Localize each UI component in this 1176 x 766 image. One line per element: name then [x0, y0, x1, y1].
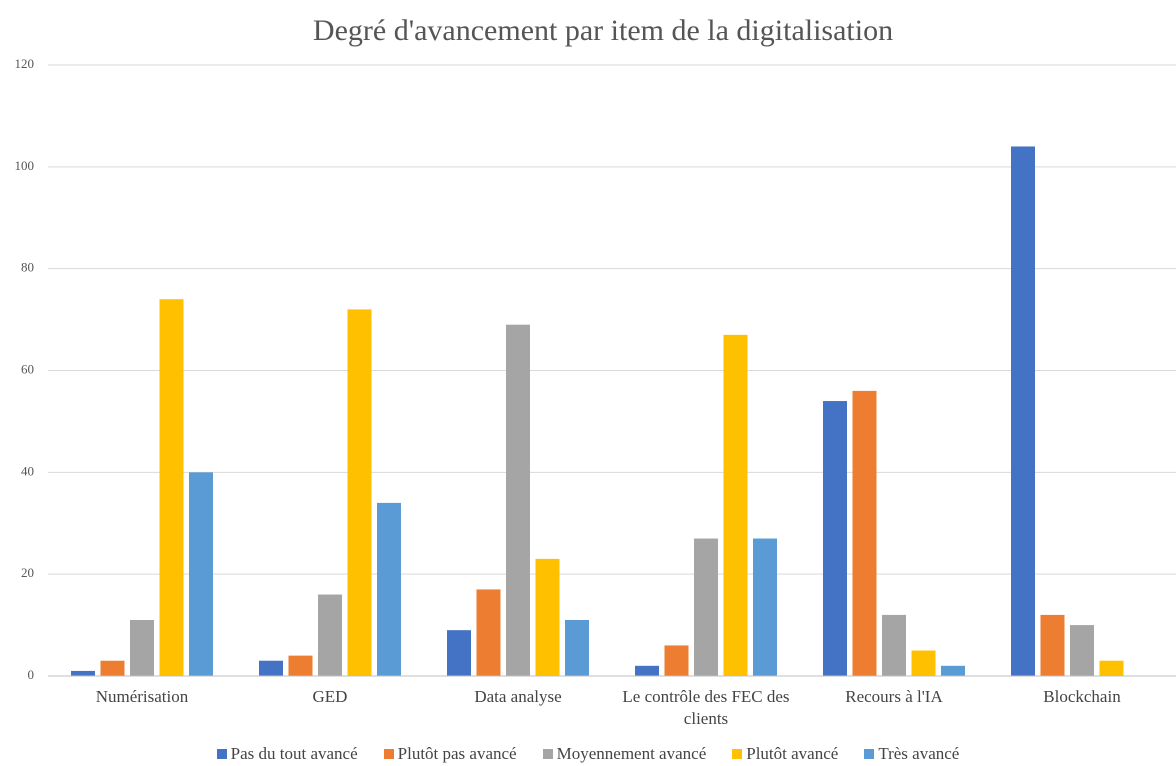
x-tick-label: Data analyse: [474, 687, 562, 706]
bar: [1011, 146, 1035, 676]
legend-swatch: [732, 749, 743, 759]
bar: [259, 660, 283, 676]
bar: [1099, 660, 1124, 676]
legend-label: Plutôt avancé: [746, 744, 839, 763]
bar: [71, 670, 95, 676]
legend-label: Pas du tout avancé: [230, 744, 358, 763]
bar: [130, 619, 154, 676]
x-tick-label: Blockchain: [1043, 687, 1121, 706]
y-tick-label: 0: [28, 667, 35, 682]
bar: [565, 619, 589, 676]
bar: [1040, 614, 1065, 676]
legend-label: Très avancé: [878, 744, 960, 763]
bar: [347, 309, 372, 676]
y-tick-label: 120: [15, 56, 35, 71]
y-tick-label: 20: [21, 565, 34, 580]
legend: Pas du tout avancé Plutôt pas avancé Moyen…: [0, 744, 1176, 764]
bar: [823, 401, 847, 676]
bar: [635, 665, 659, 676]
bar: [100, 660, 125, 676]
bar: [753, 538, 777, 676]
bar: [882, 614, 906, 676]
chart-title: Degré d'avancement par item de la digita…: [313, 14, 893, 47]
bar: [288, 655, 313, 676]
bar: [1070, 625, 1094, 676]
legend-swatch: [216, 749, 227, 759]
bar: [377, 502, 401, 676]
legend-swatch: [864, 749, 875, 759]
legend-item: Moyennement avancé: [542, 744, 707, 764]
y-tick-label: 60: [21, 361, 34, 376]
x-tick-label: GED: [312, 687, 348, 706]
bar: [723, 334, 748, 676]
bar: [911, 650, 936, 676]
legend-label: Moyennement avancé: [556, 744, 707, 763]
bar: [694, 538, 718, 676]
bar: [189, 472, 213, 676]
bar: [535, 558, 560, 676]
bar: [941, 665, 965, 676]
bar: [506, 324, 530, 676]
bar: [852, 390, 877, 676]
y-tick-label: 80: [21, 260, 34, 275]
y-tick-label: 100: [15, 158, 35, 173]
legend-swatch: [542, 749, 553, 759]
legend-label: Plutôt pas avancé: [397, 744, 517, 763]
y-tick-label: 40: [21, 463, 34, 478]
legend-item: Pas du tout avancé: [216, 744, 358, 764]
bar: [664, 645, 689, 676]
x-tick-label: Recours à l'IA: [845, 687, 943, 706]
x-tick-label: Le contrôle des FEC des clients: [622, 687, 790, 728]
x-tick-label: Numérisation: [95, 687, 189, 706]
bar: [159, 299, 184, 676]
legend-item: Plutôt pas avancé: [383, 744, 517, 764]
legend-item: Plutôt avancé: [732, 744, 838, 764]
bar: [476, 589, 501, 676]
bar: [318, 594, 342, 676]
legend-swatch: [383, 749, 394, 759]
legend-item: Très avancé: [864, 744, 959, 764]
bar: [447, 630, 471, 676]
